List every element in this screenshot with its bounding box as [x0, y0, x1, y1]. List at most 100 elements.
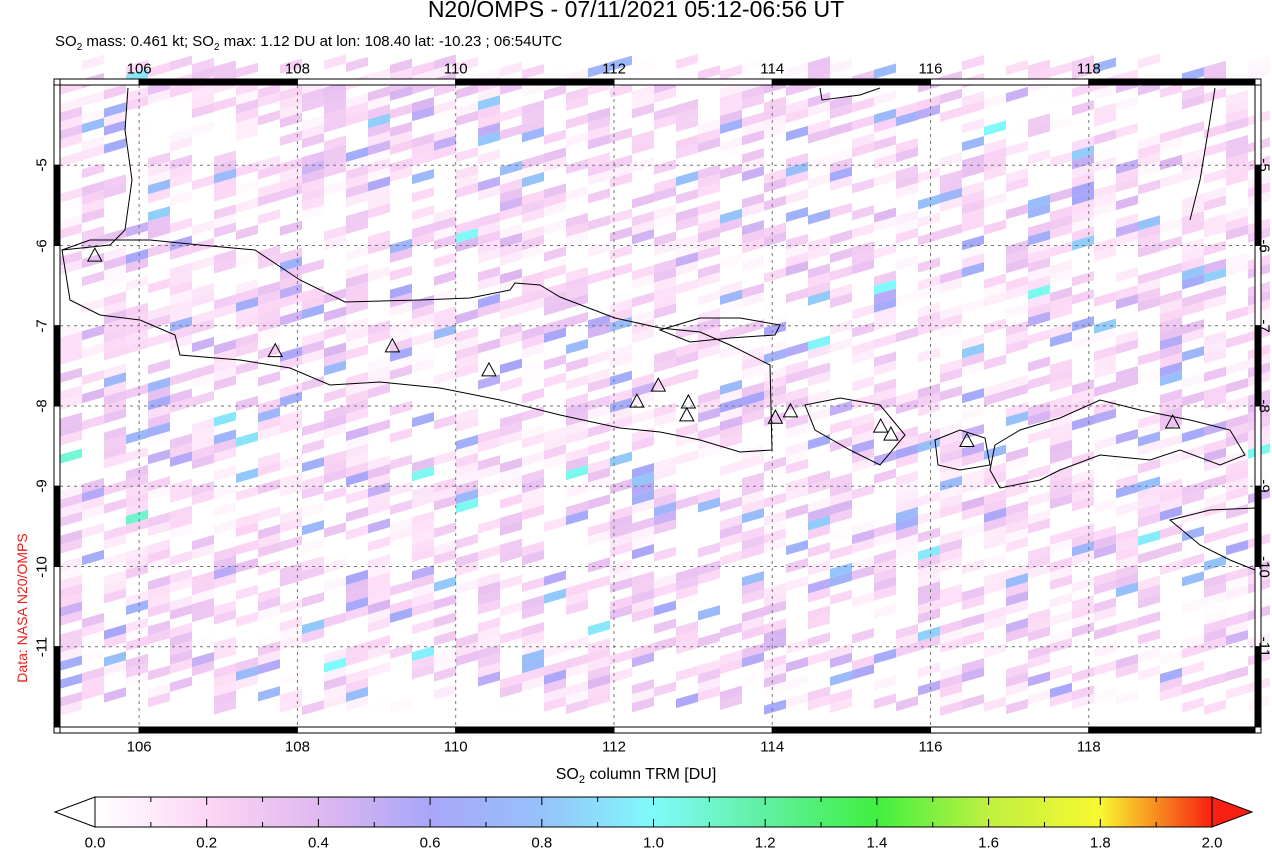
so2-pixel: [1050, 439, 1072, 456]
so2-pixel: [280, 130, 302, 146]
so2-pixel: [852, 250, 874, 266]
so2-pixel: [500, 304, 522, 320]
so2-pixel: [192, 579, 214, 596]
so2-pixel: [1006, 401, 1028, 418]
so2-pixel: [984, 345, 1006, 361]
so2-pixel: [60, 511, 82, 527]
so2-pixel: [500, 106, 522, 122]
so2-pixel: [500, 574, 522, 590]
so2-pixel: [1050, 493, 1072, 510]
so2-pixel: [984, 318, 1006, 334]
so2-pixel: [610, 523, 632, 539]
so2-pixel: [940, 358, 962, 375]
so2-pixel: [940, 691, 962, 708]
so2-pixel: [786, 152, 808, 169]
so2-pixel: [984, 444, 1006, 460]
frame-segment: [455, 726, 615, 734]
so2-pixel: [148, 422, 170, 438]
so2-pixel: [522, 496, 544, 512]
so2-pixel: [940, 187, 962, 204]
so2-pixel: [192, 417, 214, 434]
so2-pixel: [1116, 581, 1138, 598]
so2-pixel: [148, 386, 170, 402]
so2-pixel: [126, 338, 148, 355]
so2-pixel: [1050, 691, 1072, 708]
so2-pixel: [214, 96, 236, 112]
so2-pixel: [588, 188, 610, 204]
so2-pixel: [698, 533, 720, 549]
so2-pixel: [192, 606, 214, 623]
so2-pixel: [1116, 320, 1138, 337]
so2-pixel: [522, 235, 544, 251]
so2-pixel: [60, 565, 82, 581]
so2-pixel: [1050, 484, 1072, 501]
so2-pixel: [566, 680, 588, 697]
so2-pixel: [390, 499, 412, 515]
so2-pixel: [104, 534, 126, 550]
so2-pixel: [258, 659, 280, 675]
so2-pixel: [1050, 304, 1072, 321]
so2-pixel: [654, 105, 676, 121]
so2-pixel: [214, 177, 236, 193]
so2-pixel: [324, 675, 346, 691]
so2-pixel: [368, 428, 390, 444]
so2-pixel: [192, 84, 214, 101]
so2-pixel: [1204, 420, 1226, 436]
so2-pixel: [258, 182, 280, 198]
so2-pixel: [236, 125, 258, 142]
so2-pixel: [170, 82, 192, 98]
coast-borneo: [819, 87, 1216, 221]
so2-pixel: [720, 523, 742, 539]
so2-pixel: [962, 361, 984, 377]
so2-pixel: [852, 223, 874, 239]
so2-pixel: [544, 219, 566, 235]
so2-pixel: [324, 450, 346, 466]
so2-pixel: [346, 524, 368, 541]
so2-pixel: [1160, 82, 1182, 99]
so2-pixel: [962, 217, 984, 233]
so2-pixel: [192, 102, 214, 119]
so2-pixel: [676, 341, 698, 358]
so2-pixel: [654, 582, 676, 598]
so2-pixel: [126, 464, 148, 481]
so2-pixel: [1006, 599, 1028, 616]
so2-pixel: [390, 427, 412, 443]
so2-pixel: [632, 139, 654, 155]
so2-pixel: [896, 632, 918, 649]
so2-pixel: [918, 275, 940, 291]
so2-pixel: [742, 400, 764, 416]
so2-pixel: [390, 103, 412, 119]
so2-pixel: [368, 644, 390, 660]
so2-pixel: [522, 343, 544, 359]
so2-pixel: [1160, 397, 1182, 414]
so2-pixel: [720, 100, 742, 116]
so2-pixel: [1050, 205, 1072, 222]
so2-pixel: [456, 443, 478, 460]
so2-pixel: [456, 560, 478, 577]
so2-pixel: [830, 544, 852, 560]
so2-pixel: [1072, 271, 1094, 287]
so2-pixel: [786, 233, 808, 250]
so2-pixel: [412, 546, 434, 563]
so2-pixel: [1050, 574, 1072, 591]
so2-pixel: [852, 304, 874, 320]
so2-pixel: [346, 344, 368, 361]
tick-label: -9: [33, 479, 51, 493]
so2-pixel: [896, 227, 918, 244]
so2-pixel: [170, 289, 192, 305]
so2-pixel: [302, 87, 324, 104]
so2-pixel: [808, 335, 830, 351]
so2-pixel: [104, 624, 126, 640]
so2-pixel: [148, 665, 170, 681]
so2-pixel: [1028, 509, 1050, 525]
so2-pixel: [808, 497, 830, 513]
so2-pixel: [588, 404, 610, 420]
so2-pixel: [192, 444, 214, 461]
so2-pixel: [192, 363, 214, 380]
so2-pixel: [918, 590, 940, 606]
so2-pixel: [280, 571, 302, 587]
so2-pixel: [742, 436, 764, 452]
so2-pixel: [1160, 154, 1182, 171]
so2-pixel: [522, 604, 544, 620]
so2-pixel: [808, 101, 830, 117]
